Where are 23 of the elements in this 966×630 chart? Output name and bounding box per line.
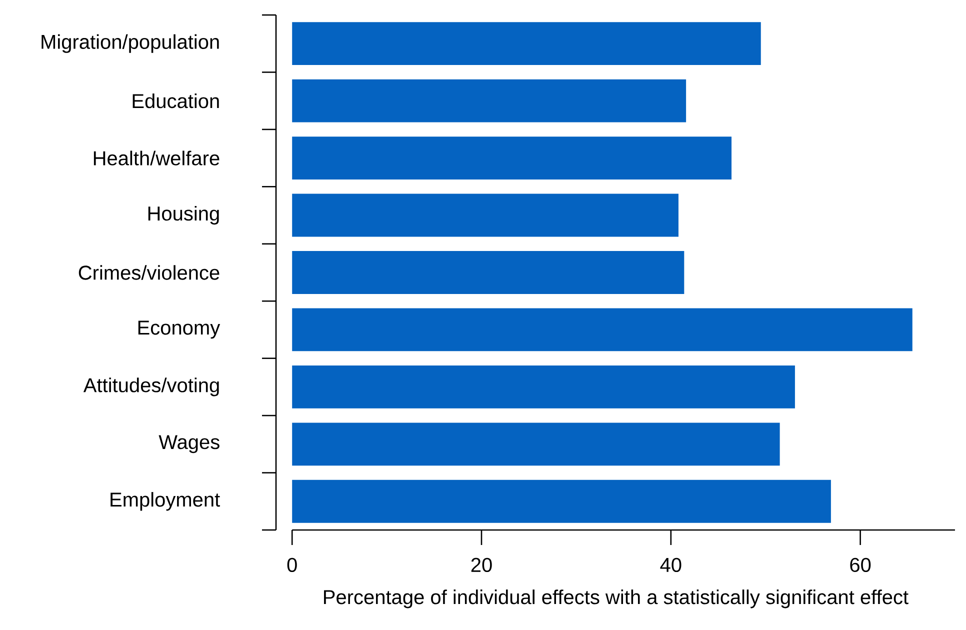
y-tick-label: Employment <box>110 492 220 511</box>
bar <box>292 422 780 466</box>
y-tick-label: Migration/population <box>42 34 219 53</box>
bar <box>292 308 912 352</box>
y-tick-label: Health/welfare <box>94 150 220 166</box>
bar <box>292 194 678 237</box>
y-tick-label: Education <box>132 93 219 108</box>
bar <box>292 79 686 122</box>
y-tick-label: Wages <box>158 435 220 454</box>
bar <box>292 251 684 294</box>
y-tick-label: Housing <box>148 206 219 225</box>
y-tick-label: Crimes/violence <box>78 265 220 280</box>
x-axis-title: Percentage of individual effects with a statistically significant effect <box>324 590 908 608</box>
bar <box>292 365 795 408</box>
bar <box>292 480 831 523</box>
x-tick-label: 60 <box>850 558 871 572</box>
bar <box>292 22 761 66</box>
x-tick-label: 0 <box>287 558 297 572</box>
x-tick-label: 40 <box>660 558 682 572</box>
x-tick-label: 20 <box>471 558 492 572</box>
y-tick-label: Economy <box>138 320 220 339</box>
y-tick-label: Attitudes/voting <box>83 378 219 396</box>
bar <box>292 136 732 180</box>
